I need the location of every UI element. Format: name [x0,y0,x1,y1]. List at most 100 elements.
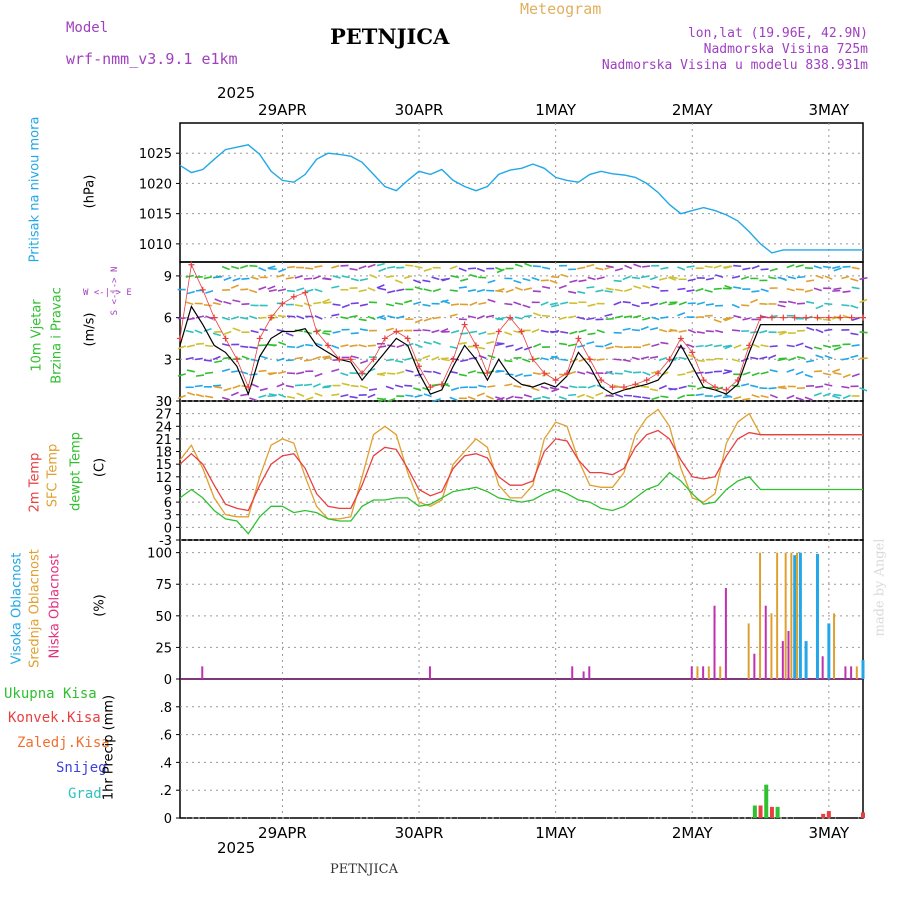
wind-arrow [431,276,440,281]
wind-arrow [478,331,487,336]
wind-arrow [851,317,860,321]
wind-arrow [358,289,367,293]
wind-arrow [378,287,387,291]
wind-arrow [450,329,460,334]
wind-arrow [359,328,368,332]
wind-arrow [250,276,259,280]
wind-arrow [212,384,222,387]
wind-arrow [414,318,423,324]
wind-arrow [560,330,569,334]
wind-arrow [186,391,196,396]
wind-arrow [487,332,496,335]
wind-arrow [596,358,605,361]
wind-arrow [349,315,358,318]
wind-arrow [705,330,714,333]
cloud-bar-high [804,641,808,679]
wind-arrow [806,279,815,283]
wind-arrow [649,388,659,392]
wind-arrow [467,315,476,319]
wind-arrow [551,275,560,279]
wind-arrow [177,373,186,377]
cloud-bar-high [827,623,831,679]
wind-arrow [631,356,640,361]
wind-arrow [850,304,859,309]
wind-arrow [340,316,349,320]
wind-arrow [212,355,221,361]
wind-arrow [459,359,469,363]
wind-arrow [696,301,705,306]
wind-arrow [742,397,751,401]
wind-arrow [731,303,740,309]
wind-arrow [750,356,759,360]
temp-tick-label: 15 [155,458,172,473]
wind-arrow [376,314,385,319]
wind-arrow [367,315,376,321]
wind-arrow [822,392,831,397]
wind-arrow [786,344,795,348]
wind-arrow [349,344,358,348]
cloud-tick-label: 100 [147,547,172,562]
precip-legend-hail: Grad [68,786,102,802]
wind-arrow [651,285,660,289]
wind-arrow [587,276,596,281]
wind-arrow [441,358,450,362]
pressure-tick-label: 1010 [139,238,172,253]
wind-arrow [422,329,431,332]
wind-arrow [795,288,804,291]
wind-arrow [458,341,467,345]
wind-arrow [769,369,778,373]
wind-arrow [350,355,359,359]
wind-arrow [231,370,240,373]
wind-arrow [185,356,194,361]
wind-arrow [285,384,294,388]
cloud-bar-low [724,588,727,679]
wind-arrow [823,318,832,322]
wind-arrow [833,267,842,272]
wind-arrow [241,303,250,306]
wind-arrow [669,276,678,279]
wind-arrow [613,301,622,306]
wind-arrow [832,395,841,400]
wind-arrow [250,329,259,334]
wind-arrow [622,275,631,281]
wind-arrow [487,354,496,359]
cloud-bar-high [861,660,865,679]
wind-arrow [258,316,267,320]
wind-arrow [250,383,259,388]
wind-arrow [586,286,595,289]
wind-arrow [376,262,385,267]
wind-arrow [769,314,778,318]
wind-arrow [223,330,232,336]
wind-arrow [286,289,296,293]
wind-arrow [259,387,268,392]
wind-arrow [385,385,394,390]
wind-arrow [478,384,487,388]
wind-arrow [596,276,605,280]
wind-arrow [514,316,523,320]
wind-arrow [786,287,795,292]
wind-arrow [341,275,350,279]
wind-arrow [768,386,777,390]
wind-arrow [813,346,823,350]
cloud-bar-mid [790,552,793,679]
wind-arrow [751,290,760,293]
wind-arrow [587,332,596,336]
wind-arrow [722,316,731,321]
wind-arrow [204,344,214,348]
wind-arrow [678,301,687,306]
station-title: PETNJICA [330,24,450,49]
wind-arrow [622,327,631,331]
wind-arrow [476,315,485,320]
wind-tick-label: 6 [164,312,172,327]
wind-arrow [496,369,505,373]
wind-arrow [713,287,722,290]
wind-arrow [358,344,367,348]
wind-arrow [660,341,669,345]
wind-arrow [523,262,533,268]
wind-arrow [642,284,651,289]
wind-arrow [813,370,823,373]
wind-arrow [686,370,695,374]
wind-arrow [212,301,221,306]
wind-arrow [195,393,205,398]
wind-arrow [713,318,722,324]
